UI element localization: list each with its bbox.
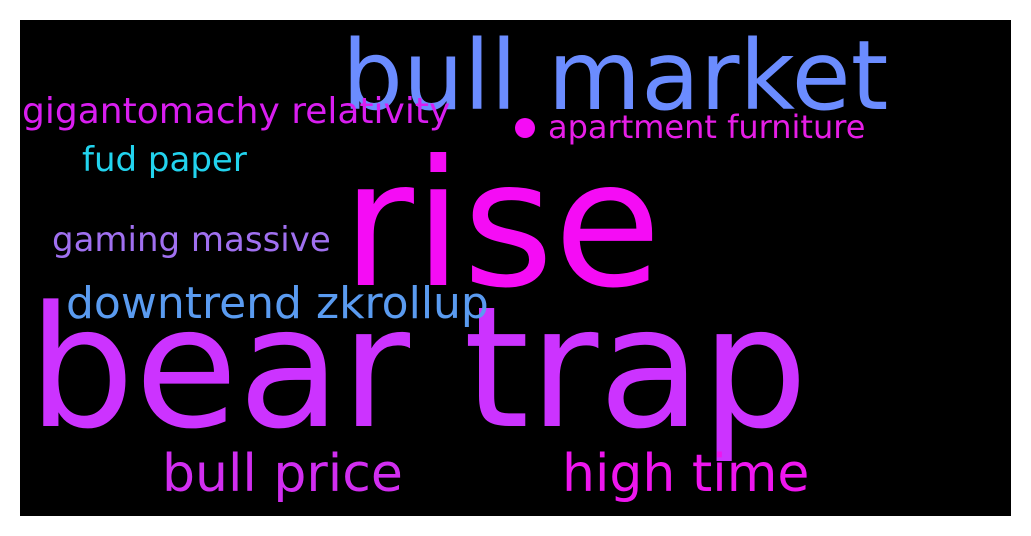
word-bull-market: bull market bbox=[342, 20, 889, 132]
word-cloud-canvas: bull market rise bear trap gigantomachy … bbox=[20, 20, 1011, 516]
word-high-time: high time bbox=[562, 444, 810, 504]
word-apartment-furniture: apartment furniture bbox=[548, 108, 866, 146]
word-gaming-massive: gaming massive bbox=[52, 220, 331, 260]
word-downtrend-zkrollup: downtrend zkrollup bbox=[66, 278, 489, 329]
word-rise: rise bbox=[342, 124, 662, 327]
word-fud-paper: fud paper bbox=[82, 140, 247, 180]
word-bear-trap: bear trap bbox=[28, 270, 808, 466]
word-gigantomachy-relativity: gigantomachy relativity bbox=[22, 91, 451, 132]
decorative-dot bbox=[515, 118, 535, 138]
word-bull-price: bull price bbox=[162, 444, 403, 504]
